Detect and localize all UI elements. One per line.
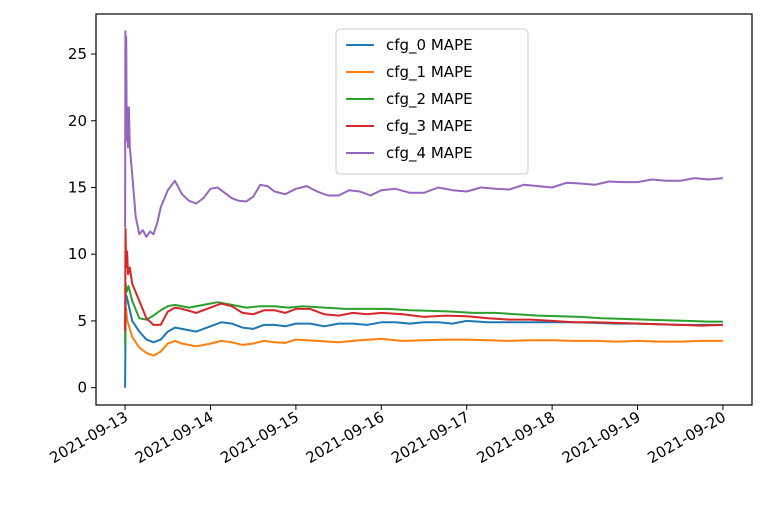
x-axis: 2021-09-13 2021-09-14 2021-09-15 2021-09-16… xyxy=(47,405,729,467)
legend-label: cfg_3 MAPE xyxy=(386,117,473,136)
x-tick-label: 2021-09-19 xyxy=(559,408,644,467)
legend-box xyxy=(335,28,529,175)
legend-label: cfg_0 MAPE xyxy=(386,36,473,55)
x-tick-label: 2021-09-20 xyxy=(644,408,729,467)
y-tick-label: 0 xyxy=(77,379,87,397)
x-tick-label: 2021-09-14 xyxy=(132,408,217,467)
series-line-cfg-4 xyxy=(124,30,723,238)
legend-label: cfg_4 MAPE xyxy=(386,144,473,163)
y-tick-label: 5 xyxy=(77,312,87,330)
legend-label: cfg_2 MAPE xyxy=(386,90,473,109)
series-line-cfg-3 xyxy=(124,227,723,332)
x-tick-label: 2021-09-17 xyxy=(388,408,473,467)
y-tick-label: 15 xyxy=(68,178,87,196)
x-tick-label: 2021-09-16 xyxy=(303,408,388,467)
x-tick-label: 2021-09-18 xyxy=(474,408,559,467)
y-tick-label: 20 xyxy=(68,112,87,130)
x-tick-label: 2021-09-13 xyxy=(47,408,132,467)
axes-frame xyxy=(95,13,753,406)
y-tick-label: 25 xyxy=(68,45,87,63)
x-tick-label: 2021-09-15 xyxy=(217,408,302,467)
y-tick-label: 10 xyxy=(68,245,87,263)
series-line-cfg-1 xyxy=(124,306,723,357)
series-line-cfg-2 xyxy=(124,282,723,345)
legend: cfg_0 MAPE cfg_1 MAPE cfg_2 MAPE cfg_3 MAPE… xyxy=(335,28,529,175)
legend-label: cfg_1 MAPE xyxy=(386,63,473,82)
y-axis: 0 5 10 15 20 25 xyxy=(68,45,96,397)
plot-area xyxy=(124,30,723,388)
